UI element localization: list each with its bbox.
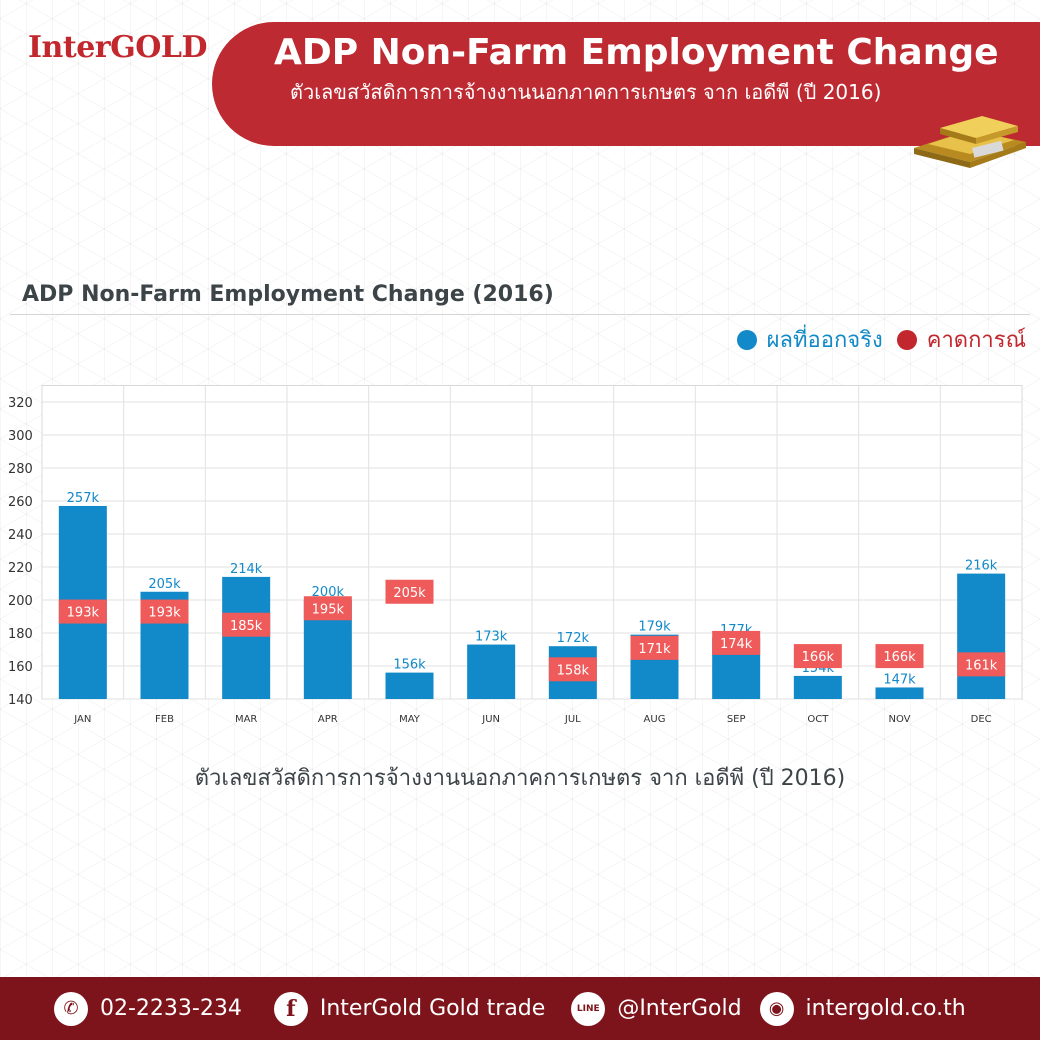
header: InterGOLD ADP Non-Farm Employment Change… — [0, 0, 1040, 168]
legend-forecast-label: คาดการณ์ — [926, 328, 1026, 353]
y-tick-label: 200 — [8, 594, 33, 609]
data-label-forecast: 193k — [67, 606, 100, 621]
bar-actual — [385, 672, 434, 699]
x-tick-label: MAY — [399, 714, 421, 725]
y-tick-label: 260 — [8, 495, 33, 510]
bar-forecast-marker — [140, 599, 189, 624]
x-tick-label: FEB — [155, 714, 174, 725]
data-label-forecast: 185k — [230, 619, 263, 634]
bar-forecast-marker — [957, 652, 1006, 677]
data-label-forecast: 166k — [802, 650, 835, 665]
data-label-actual: 156k — [393, 658, 426, 673]
data-label-actual: 257k — [67, 491, 100, 506]
data-label-forecast: 174k — [720, 637, 753, 652]
footer-website[interactable]: ◉ intergold.co.th — [759, 991, 966, 1026]
x-tick-label: JUN — [481, 714, 500, 725]
data-label-actual: 147k — [883, 672, 916, 687]
data-label-forecast: 205k — [393, 586, 426, 601]
data-label-actual: 173k — [475, 630, 508, 645]
bar-forecast-marker — [875, 644, 924, 669]
chart-caption: ตัวเลขสวัสดิการการจ้างงานนอกภาคการเกษตร … — [194, 766, 846, 791]
x-tick-label: NOV — [888, 714, 910, 725]
data-label-actual: 214k — [230, 562, 263, 577]
y-tick-label: 320 — [8, 396, 33, 411]
y-tick-label: 220 — [8, 561, 33, 576]
data-label-actual: 179k — [638, 620, 671, 635]
footer-line[interactable]: LINE @InterGold — [571, 991, 742, 1026]
bar-actual — [222, 576, 271, 699]
data-label-forecast: 195k — [312, 602, 345, 617]
legend-actual-label: ผลที่ออกจริง — [766, 328, 883, 353]
x-tick-label: JAN — [73, 714, 91, 725]
legend-item-forecast: คาดการณ์ — [896, 322, 1026, 357]
legend-actual-dot — [736, 329, 757, 350]
phone-icon: ✆ — [54, 991, 88, 1026]
bar-forecast-marker — [222, 612, 271, 637]
line-icon: LINE — [571, 991, 606, 1026]
globe-icon: ◉ — [759, 991, 794, 1026]
y-tick-label: 280 — [8, 462, 33, 477]
page-title: ADP Non-Farm Employment Change — [274, 32, 999, 73]
title-banner: ADP Non-Farm Employment Change ตัวเลขสวั… — [212, 22, 1040, 146]
data-label-forecast: 171k — [638, 642, 671, 657]
data-label-actual: 172k — [557, 631, 590, 646]
bar-forecast-marker — [58, 599, 107, 624]
data-label-actual: 205k — [148, 577, 181, 592]
title-divider — [10, 314, 1030, 315]
y-tick-label: 160 — [8, 660, 33, 675]
contact-footer: ✆ 02-2233-234 f InterGold Gold trade LIN… — [0, 977, 1040, 1040]
data-label-forecast: 158k — [557, 663, 590, 678]
bar-chart: 140 160 180 200 220 240 260 280 300 320 257k 193k JA… — [8, 385, 1023, 725]
y-tick-label: 140 — [8, 693, 33, 708]
y-tick-label: 300 — [8, 429, 33, 444]
bar-actual — [467, 644, 516, 699]
x-tick-label: JUL — [564, 714, 581, 725]
chart-title: ADP Non-Farm Employment Change (2016) — [22, 282, 554, 307]
bar-forecast-marker — [630, 635, 679, 660]
page-subtitle: ตัวเลขสวัสดิการการจ้างงานนอกภาคการเกษตร … — [290, 80, 882, 104]
data-label-forecast: 193k — [148, 606, 181, 621]
legend-item-actual: ผลที่ออกจริง — [736, 322, 883, 357]
y-tick-label: 240 — [8, 528, 33, 543]
chart-legend: ผลที่ออกจริง คาดการณ์ — [723, 322, 1026, 357]
x-tick-label: DEC — [971, 714, 992, 725]
bar-forecast-marker — [303, 596, 352, 621]
x-tick-label: AUG — [644, 714, 666, 725]
x-tick-label: SEP — [727, 714, 746, 725]
footer-facebook[interactable]: f InterGold Gold trade — [273, 991, 546, 1026]
gold-bar-icon — [914, 116, 1026, 168]
bar-forecast-marker — [385, 579, 434, 604]
bar-forecast-marker — [548, 657, 597, 682]
bar-actual — [793, 675, 842, 699]
facebook-icon: f — [273, 991, 308, 1026]
bar-forecast-marker — [793, 644, 842, 669]
bar-actual — [875, 687, 924, 699]
x-tick-label: OCT — [807, 714, 829, 725]
data-label-forecast: 161k — [965, 658, 998, 673]
facebook-name: InterGold Gold trade — [319, 996, 546, 1021]
phone-number: 02-2233-234 — [100, 996, 242, 1021]
x-tick-label: APR — [318, 714, 338, 725]
bar-forecast-marker — [712, 630, 761, 655]
bar-actual — [957, 573, 1006, 699]
footer-phone[interactable]: ✆ 02-2233-234 — [54, 991, 242, 1026]
line-id: @InterGold — [617, 996, 742, 1021]
legend-forecast-dot — [896, 329, 917, 350]
x-tick-label: MAR — [235, 714, 257, 725]
data-label-actual: 216k — [965, 559, 998, 574]
data-label-forecast: 166k — [883, 650, 916, 665]
brand-logo: InterGOLD — [28, 30, 207, 65]
website-url: intergold.co.th — [805, 996, 966, 1021]
y-tick-label: 180 — [8, 627, 33, 642]
